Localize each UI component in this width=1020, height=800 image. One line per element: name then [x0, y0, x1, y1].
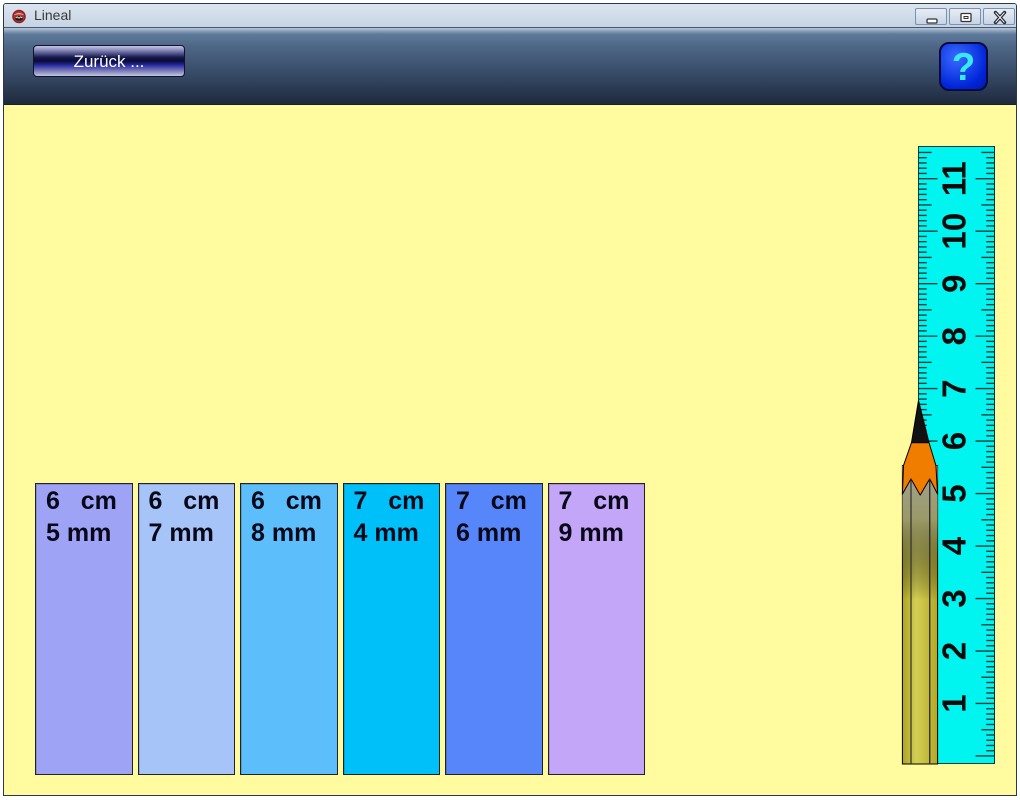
svg-text:3: 3	[936, 589, 973, 607]
svg-text:2: 2	[936, 642, 973, 660]
svg-text:1: 1	[936, 694, 973, 712]
svg-text:5: 5	[936, 484, 973, 502]
svg-text:7: 7	[936, 379, 973, 397]
svg-text:10: 10	[936, 213, 973, 250]
svg-text:11: 11	[936, 161, 973, 196]
svg-text:8: 8	[936, 327, 973, 345]
svg-text:6: 6	[936, 432, 973, 450]
svg-text:9: 9	[936, 274, 973, 292]
svg-text:4: 4	[936, 536, 973, 555]
svg-text:?: ?	[952, 46, 976, 89]
